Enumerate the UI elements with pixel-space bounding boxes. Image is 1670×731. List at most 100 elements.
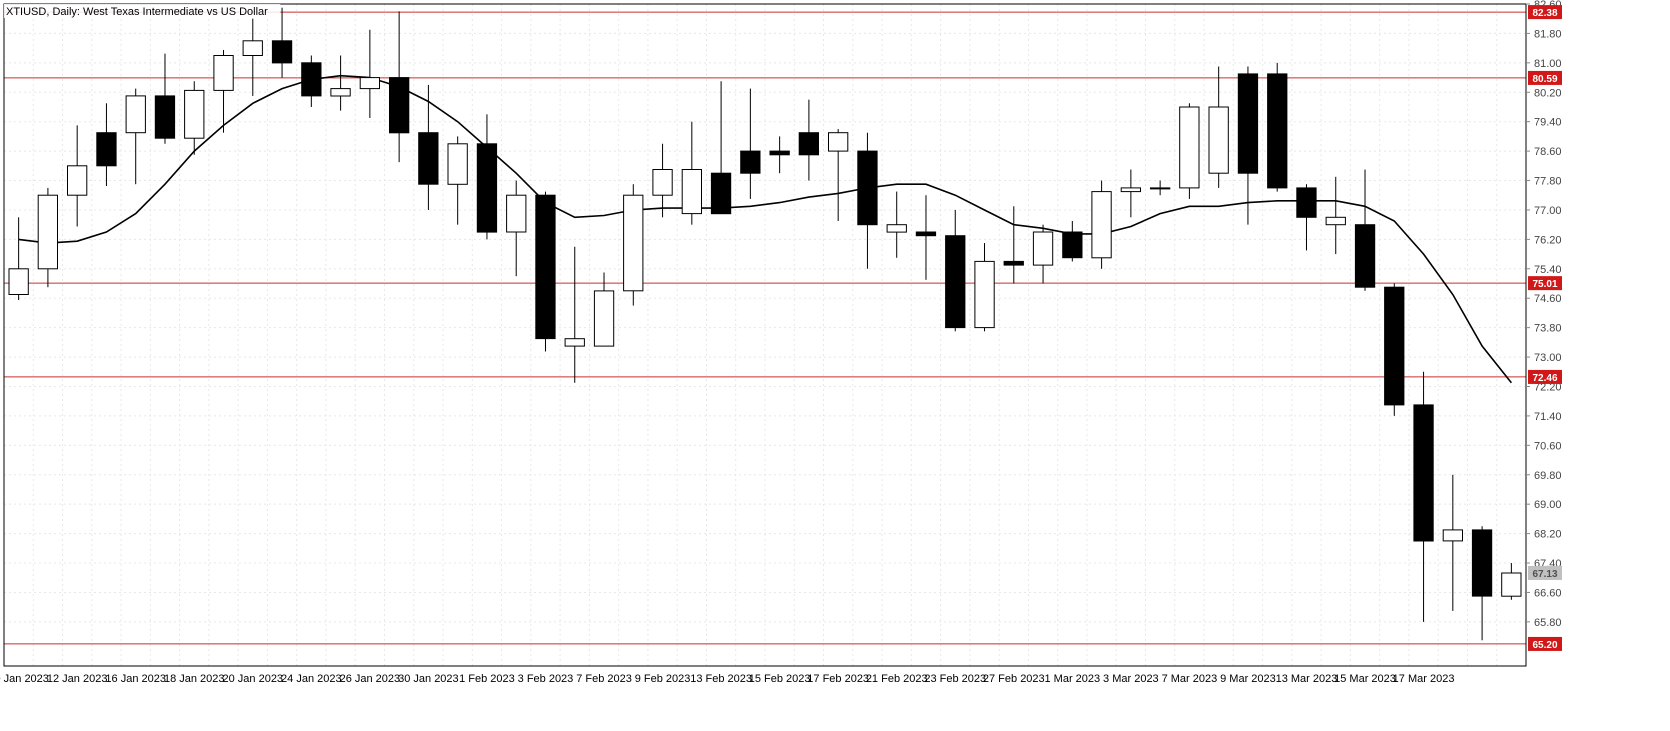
svg-text:80.59: 80.59 — [1532, 74, 1557, 85]
y-axis-tick-label: 73.80 — [1534, 323, 1562, 335]
candle — [741, 151, 760, 173]
x-axis-tick-label: 3 Mar 2023 — [1103, 673, 1159, 685]
candle — [1472, 530, 1491, 596]
candle — [1268, 74, 1287, 188]
candle — [1209, 107, 1228, 173]
x-axis-tick-label: 17 Feb 2023 — [807, 673, 869, 685]
candle — [1004, 261, 1023, 265]
candle — [1063, 232, 1082, 258]
candle — [97, 133, 116, 166]
y-axis-tick-label: 69.00 — [1534, 499, 1562, 511]
y-axis-tick-label: 77.80 — [1534, 176, 1562, 188]
x-axis-tick-label: 15 Mar 2023 — [1334, 673, 1396, 685]
y-axis-tick-label: 78.60 — [1534, 146, 1562, 158]
candlestick-chart[interactable]: 82.6081.8081.0080.2079.4078.6077.8077.00… — [0, 0, 1670, 731]
candle — [536, 195, 555, 338]
svg-text:67.13: 67.13 — [1532, 569, 1557, 580]
candle — [799, 133, 818, 155]
candle — [214, 56, 233, 91]
candle — [1297, 188, 1316, 217]
y-axis-tick-label: 65.80 — [1534, 617, 1562, 629]
x-axis-tick-label: 1 Mar 2023 — [1044, 673, 1100, 685]
candle — [653, 170, 672, 196]
candle — [887, 225, 906, 232]
x-axis-tick-label: 26 Jan 2023 — [340, 673, 401, 685]
candle — [1180, 107, 1199, 188]
y-axis-tick-label: 66.60 — [1534, 587, 1562, 599]
candle — [1092, 192, 1111, 258]
candle — [829, 133, 848, 151]
candle — [272, 41, 291, 63]
candle — [507, 195, 526, 232]
x-axis-tick-label: 9 Feb 2023 — [635, 673, 691, 685]
candle — [1414, 405, 1433, 541]
candle — [1385, 287, 1404, 405]
candle — [1355, 225, 1374, 288]
x-axis-tick-label: 9 Mar 2023 — [1220, 673, 1276, 685]
x-axis-tick-label: 23 Feb 2023 — [924, 673, 986, 685]
candle — [975, 261, 994, 327]
candle — [419, 133, 438, 185]
candle — [916, 232, 935, 236]
candle — [1151, 188, 1170, 189]
y-axis-tick-label: 79.40 — [1534, 117, 1562, 129]
chart-title: XTIUSD, Daily: West Texas Intermediate v… — [6, 6, 268, 18]
candle — [68, 166, 87, 195]
candle — [302, 63, 321, 96]
candle — [858, 151, 877, 225]
candle — [711, 173, 730, 214]
x-axis-tick-label: 10 Jan 2023 — [0, 673, 49, 685]
x-axis-tick-label: 30 Jan 2023 — [398, 673, 459, 685]
x-axis-tick-label: 3 Feb 2023 — [518, 673, 574, 685]
candle — [682, 170, 701, 214]
y-axis-tick-label: 80.20 — [1534, 87, 1562, 99]
svg-text:72.46: 72.46 — [1532, 373, 1557, 384]
x-axis-tick-label: 13 Mar 2023 — [1276, 673, 1338, 685]
x-axis-tick-label: 13 Feb 2023 — [690, 673, 752, 685]
candle — [1326, 217, 1345, 224]
x-axis-tick-label: 16 Jan 2023 — [105, 673, 166, 685]
candle — [565, 339, 584, 346]
candle — [594, 291, 613, 346]
candle — [477, 144, 496, 232]
x-axis-tick-label: 15 Feb 2023 — [749, 673, 811, 685]
x-axis-tick-label: 7 Feb 2023 — [576, 673, 632, 685]
y-axis-tick-label: 74.60 — [1534, 293, 1562, 305]
candle — [1033, 232, 1052, 265]
x-axis-tick-label: 27 Feb 2023 — [983, 673, 1045, 685]
candle — [126, 96, 145, 133]
y-axis-tick-label: 76.20 — [1534, 234, 1562, 246]
candle — [1121, 188, 1140, 192]
candle — [1238, 74, 1257, 173]
candle — [243, 41, 262, 56]
candle — [38, 195, 57, 269]
x-axis-tick-label: 18 Jan 2023 — [164, 673, 225, 685]
y-axis-tick-label: 70.60 — [1534, 440, 1562, 452]
x-axis-tick-label: 20 Jan 2023 — [223, 673, 284, 685]
svg-text:65.20: 65.20 — [1532, 640, 1557, 651]
candle — [155, 96, 174, 138]
y-axis-tick-label: 68.20 — [1534, 529, 1562, 541]
y-axis-tick-label: 69.80 — [1534, 470, 1562, 482]
candle — [946, 236, 965, 328]
svg-text:75.01: 75.01 — [1532, 279, 1557, 290]
candle — [624, 195, 643, 291]
x-axis-tick-label: 24 Jan 2023 — [281, 673, 342, 685]
candle — [770, 151, 789, 155]
candle — [448, 144, 467, 185]
y-axis-tick-label: 71.40 — [1534, 411, 1562, 423]
x-axis-tick-label: 21 Feb 2023 — [866, 673, 928, 685]
candle — [390, 78, 409, 133]
y-axis-tick-label: 81.00 — [1534, 58, 1562, 70]
x-axis-tick-label: 17 Mar 2023 — [1393, 673, 1455, 685]
y-axis-tick-label: 75.40 — [1534, 264, 1562, 276]
candle — [185, 90, 204, 138]
x-axis-tick-label: 7 Mar 2023 — [1162, 673, 1218, 685]
candle — [331, 89, 350, 96]
candle — [9, 269, 28, 295]
candle — [1443, 530, 1462, 541]
y-axis-tick-label: 73.00 — [1534, 352, 1562, 364]
chart-container: 82.6081.8081.0080.2079.4078.6077.8077.00… — [0, 0, 1670, 731]
y-axis-tick-label: 77.00 — [1534, 205, 1562, 217]
candle — [360, 78, 379, 89]
